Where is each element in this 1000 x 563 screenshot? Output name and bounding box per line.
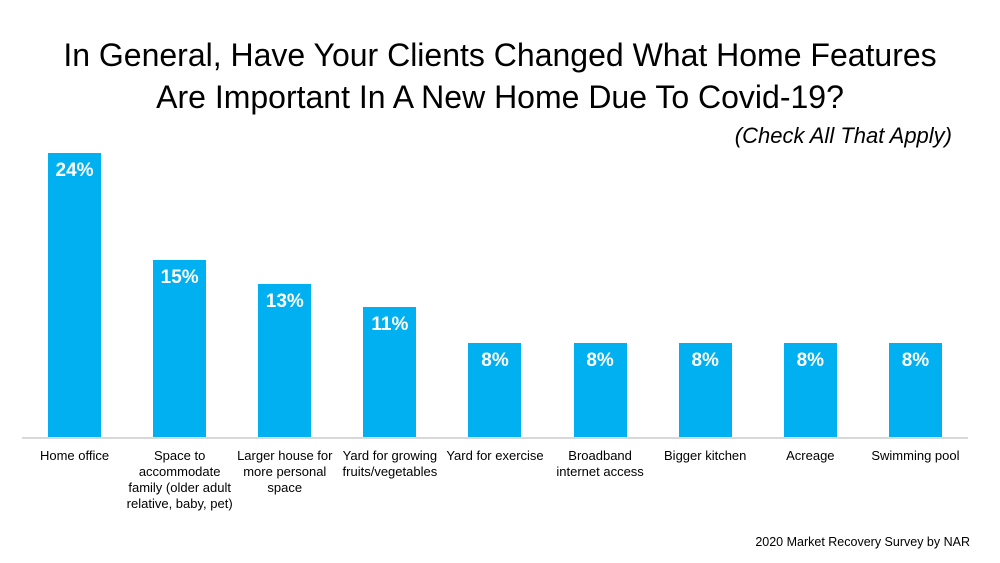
bar-column: 8% [653, 153, 758, 438]
chart-subtitle: (Check All That Apply) [734, 123, 952, 148]
bar-value-label: 13% [265, 291, 304, 312]
bar-column: 8% [863, 153, 968, 438]
bar-column: 8% [548, 153, 653, 438]
chart-title-line-2: Are Important In A New Home Due To Covid… [156, 79, 844, 115]
bar-value-label: 8% [901, 350, 930, 371]
bar: 11% [363, 307, 417, 438]
category-label: Bigger kitchen [664, 448, 747, 463]
bar-value-label: 15% [160, 267, 199, 288]
category-label: Larger house for more personal space [237, 448, 333, 495]
source-note: 2020 Market Recovery Survey by NAR [755, 535, 970, 549]
plot-area: 24% 15% 13% 11% 8% 8% 8% 8% 8% [22, 153, 968, 438]
bar-column: 8% [442, 153, 547, 438]
chart-title-line-1: In General, Have Your Clients Changed Wh… [63, 37, 937, 73]
bar: 8% [468, 343, 522, 438]
bar-column: 8% [758, 153, 863, 438]
bar-value-label: 8% [796, 350, 825, 371]
bar-column: 24% [22, 153, 127, 438]
bar: 13% [258, 284, 312, 438]
bar-value-label: 8% [481, 350, 509, 371]
bar-value-label: 8% [691, 350, 719, 371]
bar-column: 11% [337, 153, 442, 438]
bar: 8% [783, 343, 837, 438]
category-label: Yard for exercise [446, 448, 544, 463]
x-axis-line [22, 437, 968, 439]
bar: 24% [48, 153, 102, 438]
bar: 15% [153, 260, 207, 438]
category-label: Broadband internet access [556, 448, 644, 479]
bar: 8% [888, 343, 942, 438]
bar-column: 13% [232, 153, 337, 438]
category-label: Home office [39, 448, 110, 463]
category-label: Yard for growing fruits/vegetables [342, 448, 438, 479]
chart-title: In General, Have Your Clients Changed Wh… [0, 34, 1000, 118]
bar-value-label: 11% [371, 314, 409, 335]
bar: 8% [678, 343, 732, 438]
bar: 8% [573, 343, 627, 438]
bar-value-label: 8% [586, 350, 614, 371]
bar-column: 15% [127, 153, 232, 438]
category-label: Acreage [786, 448, 835, 463]
bar-value-label: 24% [55, 160, 94, 181]
category-label: Space to accommodate family (older adult… [126, 448, 233, 511]
category-label: Swimming pool [871, 448, 960, 463]
category-label-row: Home office Space to accommodate family (… [22, 448, 968, 512]
